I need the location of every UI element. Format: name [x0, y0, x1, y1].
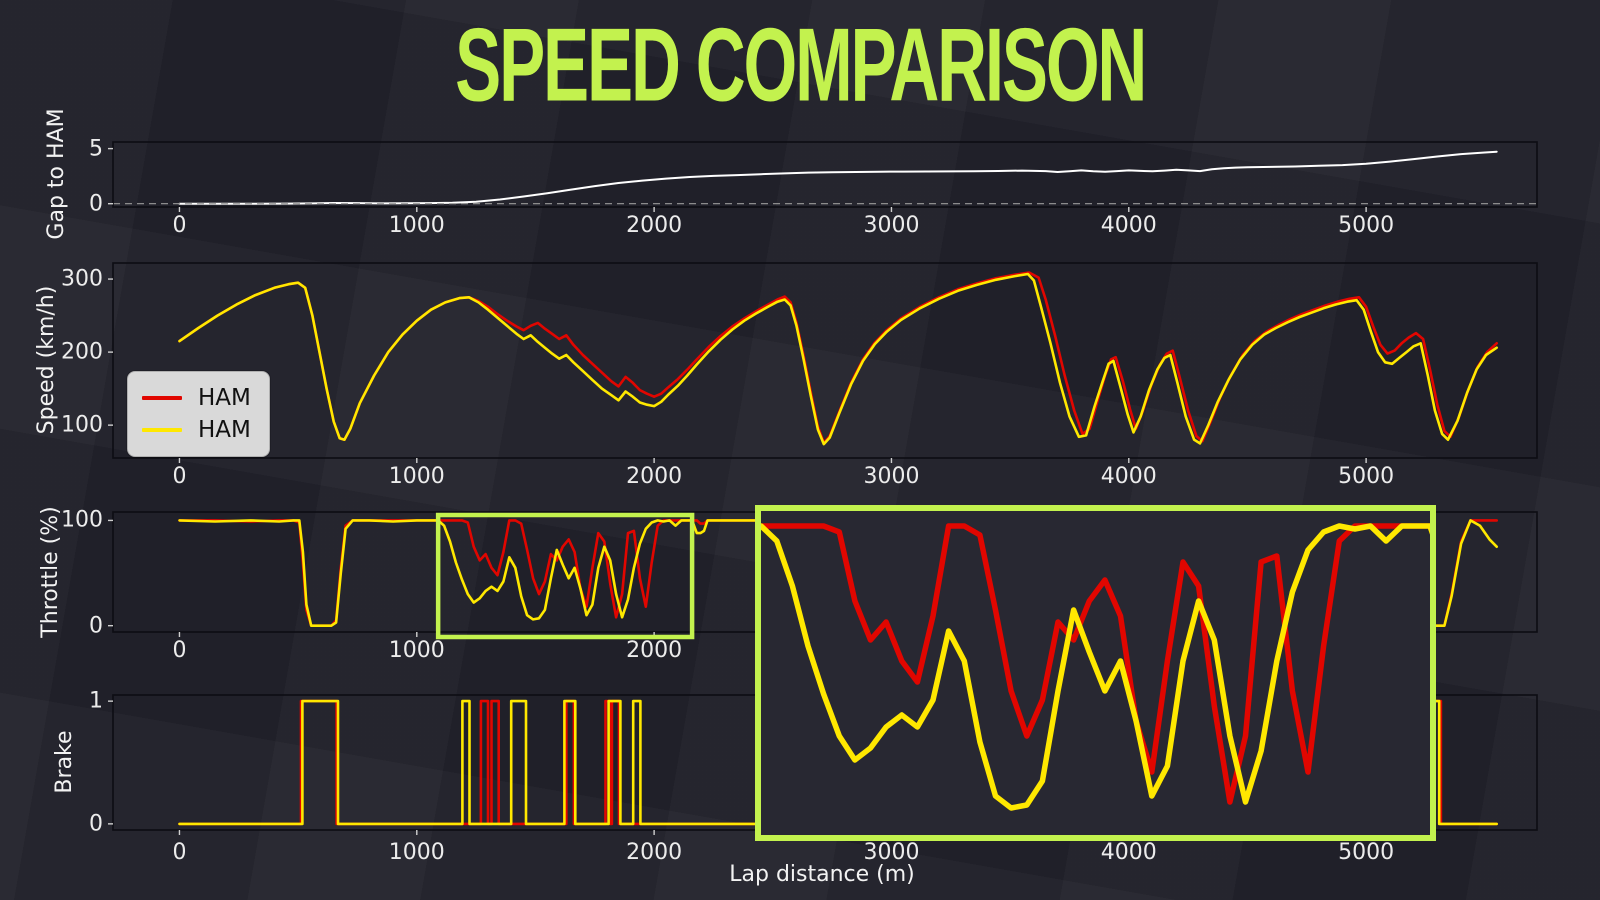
y-tick-label-throttle: 0 [89, 613, 103, 639]
x-tick-label-brake: 3000 [863, 840, 920, 865]
x-tick-label-throttle: 1000 [388, 638, 445, 663]
x-tick-label-throttle: 2000 [626, 638, 683, 663]
y-tick-label-gap: 5 [89, 136, 103, 162]
brake-ylabel: Brake [52, 730, 77, 794]
x-tick-label-gap: 0 [172, 213, 187, 238]
legend-item: HAM [142, 382, 251, 414]
inset-border [755, 505, 1436, 841]
x-tick-label-gap: 1000 [388, 213, 445, 238]
x-tick-label-speed: 0 [172, 464, 187, 489]
speed-plot [178, 271, 1498, 446]
legend-line-red [142, 396, 182, 400]
y-tick-label-brake: 1 [89, 688, 103, 714]
y-tick-label-speed: 200 [61, 339, 103, 365]
x-tick-label-throttle: 0 [172, 638, 187, 663]
y-tick-label-speed: 300 [61, 266, 103, 292]
title-wrap: SPEED COMPARISON [0, 13, 1600, 117]
legend: HAM HAM [127, 371, 270, 457]
legend-item: HAM [142, 414, 251, 446]
x-tick-label-gap: 5000 [1338, 213, 1395, 238]
speed-axes-spine [112, 262, 1538, 459]
x-tick-label-gap: 4000 [1100, 213, 1157, 238]
zoom-source-rect [435, 512, 695, 640]
legend-label: HAM [198, 385, 251, 411]
chart-title: SPEED COMPARISON [454, 7, 1147, 124]
x-tick-label-brake: 4000 [1100, 840, 1157, 865]
x-tick-label-brake: 0 [172, 840, 187, 865]
x-tick-label-gap: 3000 [863, 213, 920, 238]
throttle-zoom-inset [755, 505, 1436, 841]
x-axis-label: Lap distance (m) [729, 862, 915, 887]
x-tick-label-brake: 1000 [388, 840, 445, 865]
gap-plot [178, 150, 1498, 205]
x-tick-label-gap: 2000 [626, 213, 683, 238]
legend-line-yellow [142, 428, 182, 432]
x-tick-label-speed: 3000 [863, 464, 920, 489]
x-tick-label-speed: 4000 [1100, 464, 1157, 489]
inset-line-ham-1 [758, 523, 1433, 811]
gap-ylabel: Gap to HAM [44, 108, 69, 240]
legend-label: HAM [198, 417, 251, 443]
x-tick-label-speed: 1000 [388, 464, 445, 489]
inset-line-ham-0 [758, 523, 1433, 805]
y-tick-label-gap: 0 [89, 191, 103, 217]
y-tick-label-throttle: 100 [61, 507, 103, 533]
x-tick-label-speed: 5000 [1338, 464, 1395, 489]
x-tick-label-speed: 2000 [626, 464, 683, 489]
x-tick-label-brake: 2000 [626, 840, 683, 865]
gap-axes-spine [112, 141, 1538, 208]
line-speed-ham-1 [178, 272, 1498, 446]
line-gap-gap_to_ham-0 [178, 150, 1498, 205]
x-tick-label-brake: 5000 [1338, 840, 1395, 865]
y-tick-label-brake: 0 [89, 811, 103, 837]
y-tick-label-speed: 100 [61, 412, 103, 438]
